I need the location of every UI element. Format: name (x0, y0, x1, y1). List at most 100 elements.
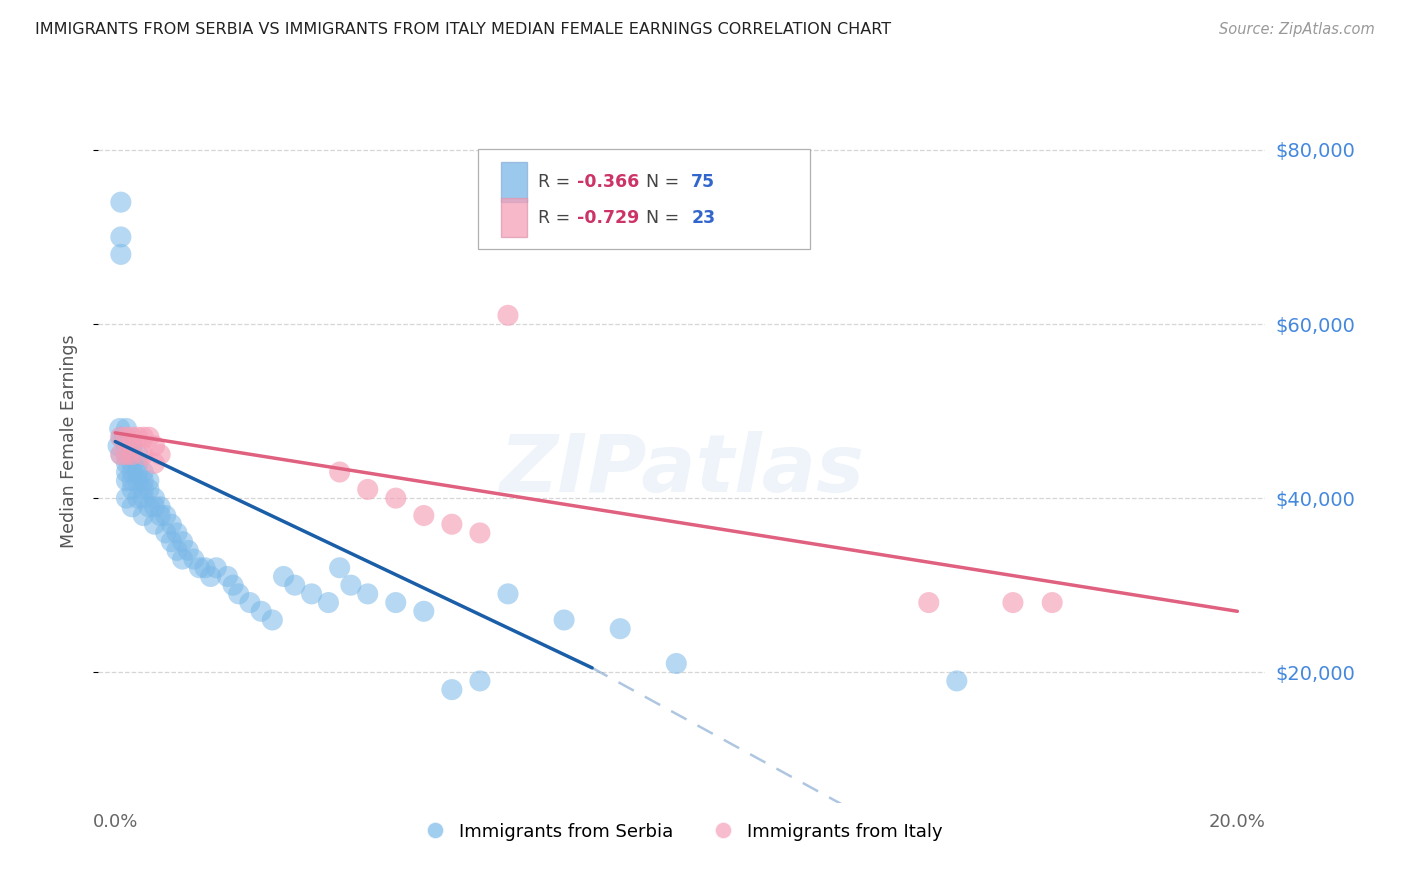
Legend: Immigrants from Serbia, Immigrants from Italy: Immigrants from Serbia, Immigrants from … (413, 815, 950, 848)
Point (143, 500, 166, 514)
Text: ZIPatlas: ZIPatlas (499, 432, 865, 509)
Point (239, 596, 262, 610)
Point (115, 465, 138, 479)
Point (115, 448, 138, 462)
Text: 75: 75 (692, 173, 716, 191)
Point (155, 508, 177, 523)
Point (115, 491, 138, 505)
Point (115, 456, 138, 470)
Point (946, 673, 969, 688)
Point (468, 525, 491, 540)
Point (121, 430, 143, 444)
FancyBboxPatch shape (501, 161, 527, 202)
Point (132, 483, 155, 497)
Point (217, 569, 239, 583)
Point (665, 657, 688, 671)
Point (110, 430, 132, 444)
Text: N =: N = (636, 173, 685, 191)
Point (115, 421, 138, 435)
Point (115, 474, 138, 488)
Point (440, 517, 463, 532)
Text: -0.729: -0.729 (576, 209, 640, 227)
Point (107, 439, 129, 453)
Point (183, 552, 205, 566)
Point (1001, 596, 1024, 610)
Point (160, 517, 183, 532)
Point (127, 430, 149, 444)
Point (440, 682, 463, 697)
Point (143, 491, 166, 505)
Point (121, 474, 143, 488)
Point (138, 474, 160, 488)
Point (138, 430, 160, 444)
Point (127, 456, 149, 470)
Point (222, 578, 245, 592)
Point (121, 448, 143, 462)
Point (149, 508, 172, 523)
Point (468, 673, 491, 688)
Point (160, 534, 183, 549)
Point (143, 456, 166, 470)
Point (329, 561, 352, 575)
Y-axis label: Median Female Earnings: Median Female Earnings (59, 334, 77, 549)
Point (384, 596, 406, 610)
Text: R =: R = (538, 173, 576, 191)
Point (194, 561, 217, 575)
Point (127, 448, 149, 462)
Point (121, 448, 143, 462)
Point (188, 561, 211, 575)
Point (121, 483, 143, 497)
Point (143, 517, 166, 532)
Text: N =: N = (636, 209, 685, 227)
Text: IMMIGRANTS FROM SERBIA VS IMMIGRANTS FROM ITALY MEDIAN FEMALE EARNINGS CORRELATI: IMMIGRANTS FROM SERBIA VS IMMIGRANTS FRO… (35, 22, 891, 37)
Point (121, 465, 143, 479)
Point (138, 500, 160, 514)
Point (609, 622, 631, 636)
Point (166, 525, 188, 540)
Point (132, 491, 155, 505)
Point (177, 543, 200, 558)
Point (412, 508, 434, 523)
Point (138, 483, 160, 497)
Point (357, 587, 380, 601)
Point (149, 448, 172, 462)
Point (127, 491, 149, 505)
Point (132, 430, 155, 444)
Point (127, 465, 149, 479)
Point (166, 543, 188, 558)
Point (172, 534, 194, 549)
Point (273, 569, 295, 583)
Point (553, 613, 575, 627)
Point (329, 465, 352, 479)
Point (121, 456, 143, 470)
Point (412, 604, 434, 618)
Point (1040, 596, 1063, 610)
Text: -0.366: -0.366 (576, 173, 640, 191)
Point (110, 247, 132, 261)
Point (284, 578, 307, 592)
Point (110, 430, 132, 444)
Point (340, 578, 363, 592)
Point (172, 552, 194, 566)
Point (301, 587, 323, 601)
Point (200, 569, 222, 583)
Point (110, 230, 132, 244)
Point (115, 430, 138, 444)
Point (205, 561, 228, 575)
Point (121, 439, 143, 453)
Point (149, 500, 172, 514)
Point (918, 596, 941, 610)
Point (115, 448, 138, 462)
Point (108, 421, 131, 435)
Point (115, 439, 138, 453)
Text: R =: R = (538, 209, 576, 227)
Point (357, 483, 380, 497)
Point (228, 587, 250, 601)
Point (496, 587, 519, 601)
Text: Source: ZipAtlas.com: Source: ZipAtlas.com (1219, 22, 1375, 37)
Point (132, 474, 155, 488)
Point (127, 474, 149, 488)
Text: 23: 23 (692, 209, 716, 227)
Point (155, 525, 177, 540)
Point (318, 596, 340, 610)
